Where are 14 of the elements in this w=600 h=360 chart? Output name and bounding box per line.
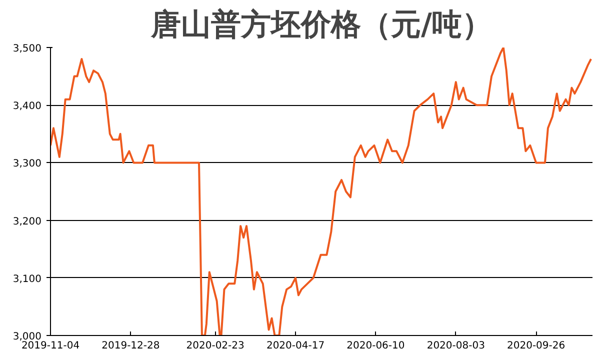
y-tick-label: 3,500	[12, 44, 42, 54]
x-tick-label: 2020-08-03	[426, 340, 485, 352]
x-tick-label: 2020-02-23	[186, 340, 244, 352]
x-tick-label: 2020-04-17	[266, 340, 325, 352]
x-tick-label: 2020-09-26	[507, 340, 566, 352]
y-tick-label: 3,300	[12, 158, 42, 170]
chart-title: 唐山普方坯价格（元/吨）	[150, 8, 492, 42]
y-tick-label: 3,100	[12, 274, 42, 285]
y-tick-label: 3,000	[12, 332, 42, 342]
x-tick-label: 2019-11-04	[21, 340, 80, 352]
y-tick-label: 3,200	[12, 216, 42, 228]
x-tick-label: 2019-12-28	[102, 340, 160, 352]
x-tick-label: 2020-06-10	[346, 340, 405, 352]
y-tick-label: 3,400	[12, 101, 42, 112]
